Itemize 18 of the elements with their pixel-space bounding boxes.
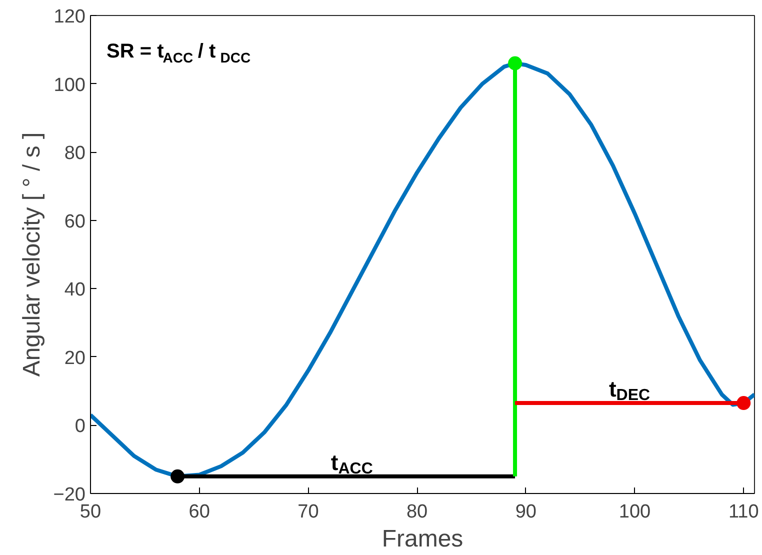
point <box>170 469 185 484</box>
x-tick-label: 70 <box>298 502 319 522</box>
y-tick-label: 120 <box>54 6 86 28</box>
x-tick-label: 100 <box>618 502 651 522</box>
x-tick-label: 60 <box>188 502 210 522</box>
y-tick-label: 40 <box>64 280 86 301</box>
y-tick-label: 80 <box>64 143 86 164</box>
y-tick-label: 20 <box>64 348 86 369</box>
y-tick-label: 0 <box>74 416 86 438</box>
y-tick-label: 60 <box>64 211 86 232</box>
y-tick-label: 100 <box>54 74 86 96</box>
x-axis-title: Frames <box>382 526 464 552</box>
y-axis-title: Angular velocity [ ° / s ] <box>18 132 46 377</box>
point <box>508 56 522 70</box>
x-tick-label: 80 <box>406 502 428 522</box>
point <box>736 396 751 410</box>
x-tick-label: 110 <box>728 502 759 522</box>
x-tick-label: 90 <box>515 502 536 522</box>
